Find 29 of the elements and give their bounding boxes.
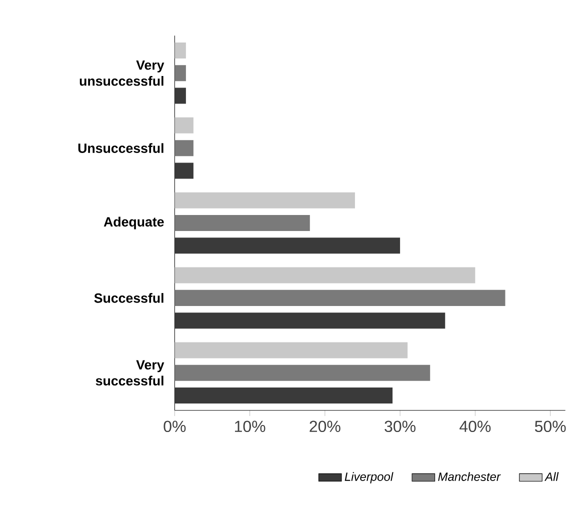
y-tick-label: Very successful: [96, 360, 164, 386]
legend-label: Liverpool: [344, 472, 394, 484]
bar: [174, 88, 186, 104]
bar: [174, 290, 506, 306]
bar: [174, 238, 400, 254]
bar: [174, 312, 446, 329]
y-tick-label: Successful: [94, 293, 164, 303]
bar: [174, 65, 186, 82]
bar: [174, 215, 310, 231]
x-tick-label: 50%: [534, 420, 566, 432]
y-tick-label: Adequate: [104, 216, 164, 230]
y-tick-label: Unsuccessful: [78, 143, 164, 153]
x-tick-label: 20%: [310, 420, 340, 432]
x-tick-label: 40%: [460, 420, 491, 432]
bar: [174, 162, 194, 179]
bar: [174, 342, 408, 358]
y-tick-label: Very unsuccessful: [80, 60, 164, 86]
bar: [174, 42, 186, 58]
bar: [174, 388, 393, 404]
bar: [174, 117, 194, 134]
legend-label: Manchester: [438, 472, 501, 481]
x-tick-label: 30%: [384, 420, 416, 432]
bar: [174, 364, 430, 381]
bar: [174, 140, 194, 156]
x-tick-label: 0%: [164, 420, 186, 432]
bar: [174, 267, 476, 284]
legend-label: All: [544, 472, 559, 481]
bar: [174, 192, 355, 208]
x-tick-label: 10%: [235, 420, 266, 432]
